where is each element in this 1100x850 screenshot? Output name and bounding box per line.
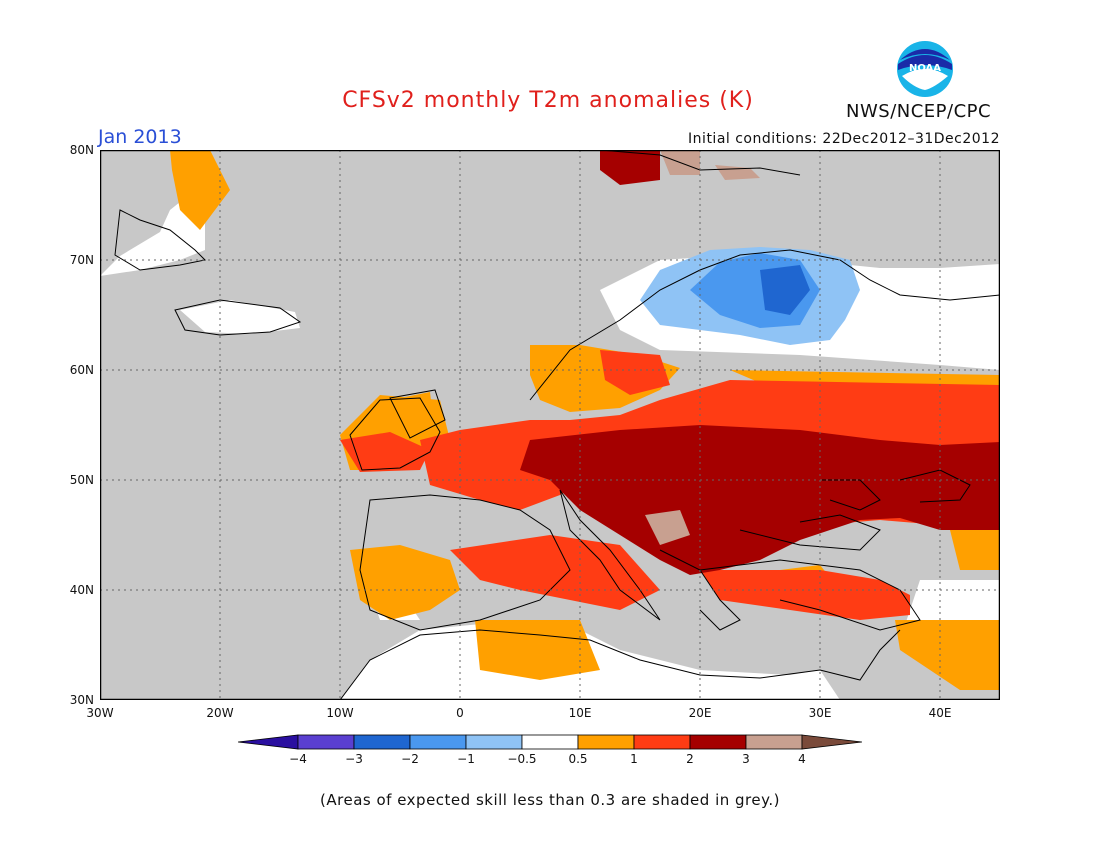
lat-label-60n: 60N — [69, 363, 94, 377]
lon-label-40e: 40E — [928, 706, 952, 720]
colorbar-label: 0.5 — [568, 752, 588, 766]
colorbar-label: 3 — [742, 752, 750, 766]
lon-label-10w: 10W — [326, 706, 354, 720]
noaa-logo: NOAA — [897, 41, 953, 97]
lat-label-40n: 40N — [69, 583, 94, 597]
colorbar-swatch — [297, 734, 355, 750]
initial-conditions: Initial conditions: 22Dec2012–31Dec2012 — [688, 131, 1000, 147]
colorbar-label: 1 — [630, 752, 638, 766]
colorbar-label: −3 — [345, 752, 363, 766]
footnote: (Areas of expected skill less than 0.3 a… — [320, 791, 780, 809]
colorbar-swatch — [353, 734, 411, 750]
colorbar-swatch — [745, 734, 803, 750]
map-frame — [100, 150, 1000, 700]
colorbar-swatch — [801, 734, 862, 750]
warm-anomaly-2-3 — [520, 150, 1000, 575]
colorbar — [238, 734, 862, 750]
lat-label-30n: 30N — [69, 693, 94, 707]
lon-label-30w: 30W — [86, 706, 114, 720]
colorbar-swatch — [238, 734, 299, 750]
colorbar-label: −4 — [289, 752, 307, 766]
lon-label-20e: 20E — [688, 706, 712, 720]
colorbar-swatch — [633, 734, 691, 750]
lon-label-30e: 30E — [808, 706, 832, 720]
colorbar-label: −2 — [401, 752, 419, 766]
map-title: CFSv2 monthly T2m anomalies (K) — [342, 88, 754, 113]
colorbar-label: −0.5 — [507, 752, 537, 766]
cold-anomaly-region — [640, 247, 860, 345]
colorbar-swatch — [465, 734, 523, 750]
graticule — [100, 150, 1000, 700]
month-label: Jan 2013 — [98, 126, 182, 148]
lat-label-80n: 80N — [69, 143, 94, 157]
colorbar-label: −1 — [457, 752, 475, 766]
colorbar-swatch — [577, 734, 635, 750]
lon-label-10e: 10E — [568, 706, 592, 720]
svg-text:NOAA: NOAA — [909, 63, 941, 74]
colorbar-swatch — [521, 734, 579, 750]
lat-label-50n: 50N — [69, 473, 94, 487]
lon-label-20w: 20W — [206, 706, 234, 720]
lon-label-0: 0 — [456, 706, 464, 720]
lat-label-70n: 70N — [69, 253, 94, 267]
anomaly-map — [100, 150, 1000, 700]
colorbar-label: 2 — [686, 752, 694, 766]
agency-label: NWS/NCEP/CPC — [846, 101, 992, 122]
colorbar-swatch — [409, 734, 467, 750]
colorbar-swatch — [689, 734, 747, 750]
colorbar-label: 4 — [798, 752, 806, 766]
